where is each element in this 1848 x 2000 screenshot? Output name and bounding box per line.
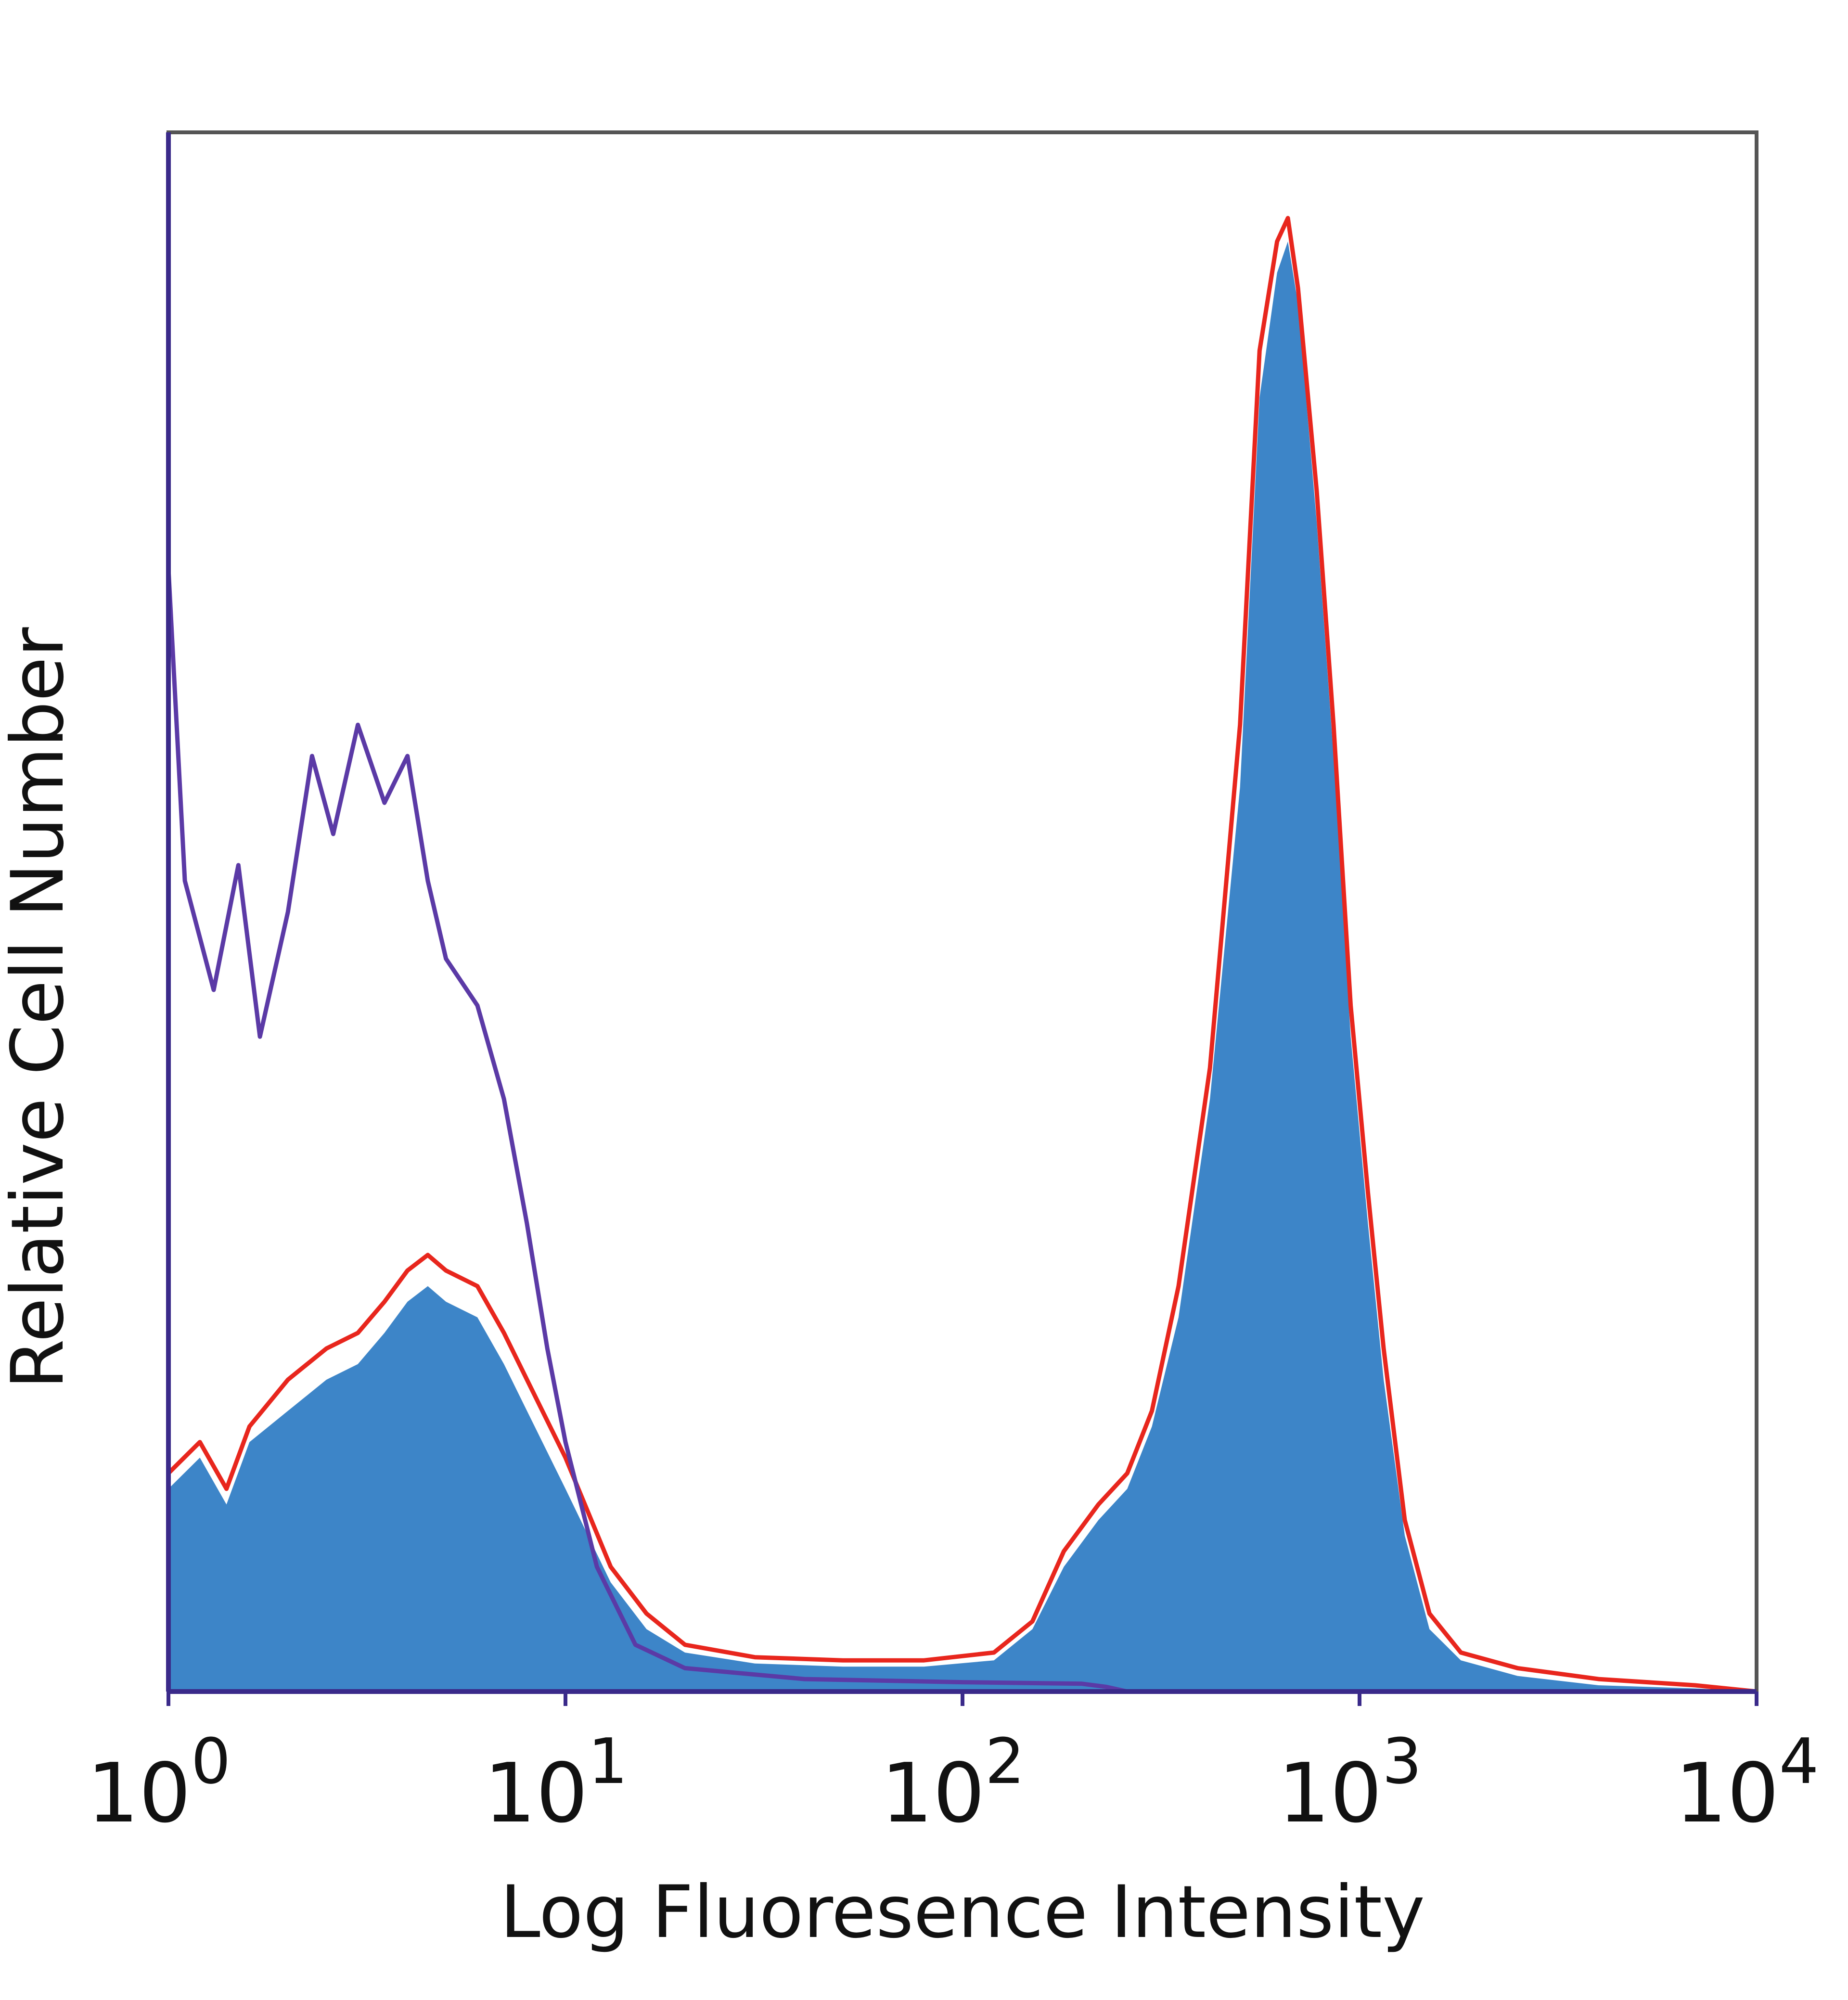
x-tick-label-2: 102 [881,1725,1025,1841]
x-tick-label-0: 100 [87,1725,231,1841]
series-layer [166,216,1757,1694]
series-2-line-histogram [166,568,1128,1694]
x-axis-label: Log Fluoresence Intensity [500,1871,1425,1954]
series-1-line-histogram [167,216,1757,1694]
x-tick-label-4: 104 [1675,1725,1819,1841]
y-axis-label: Relative Cell Number [0,627,80,1389]
series-0-filled-histogram [168,241,1757,1692]
x-tick-label-3: 103 [1278,1725,1422,1841]
x-tick-labels: 100 101 102 103 104 [87,1692,1819,1841]
x-tick-label-1: 101 [484,1725,628,1841]
